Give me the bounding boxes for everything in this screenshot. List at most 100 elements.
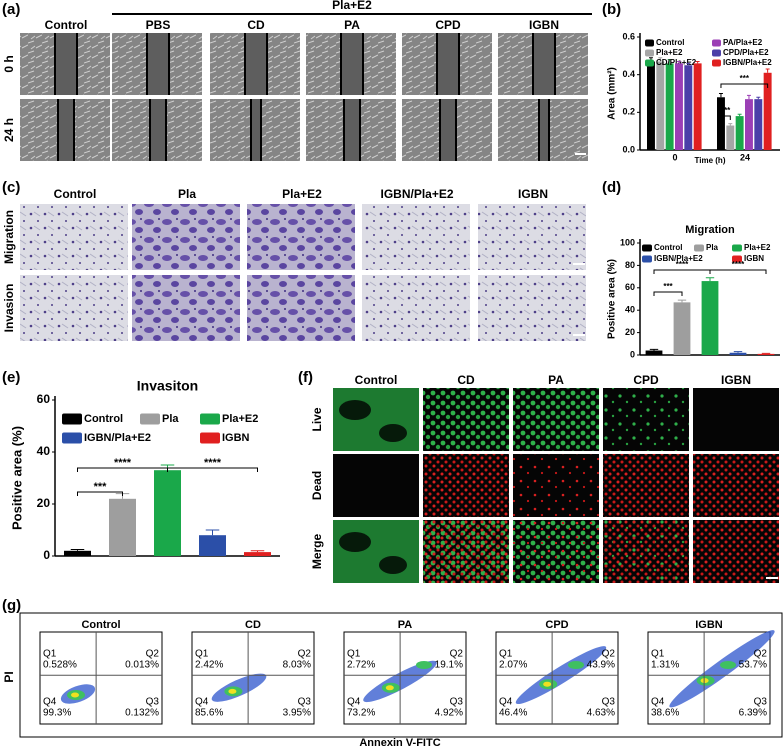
live-cells	[333, 388, 419, 451]
y-axis-title: PI	[2, 671, 16, 682]
legend-swatch	[712, 49, 721, 57]
wound-gap	[147, 33, 169, 95]
x-tick-label: 24	[740, 152, 750, 162]
micrograph	[478, 204, 586, 270]
column-header: CPD	[435, 18, 461, 32]
bar	[763, 72, 772, 150]
bar	[154, 470, 181, 556]
legend-swatch	[645, 39, 654, 47]
plot-title: CPD	[545, 619, 568, 631]
error-bar	[746, 94, 751, 100]
error-bar	[765, 68, 770, 73]
micrograph	[20, 275, 128, 341]
quadrant-percent: 1.31%	[651, 660, 679, 671]
y-tick-label: 100	[620, 237, 635, 247]
panel-label: (d)	[602, 179, 621, 196]
legend-label: Pla	[706, 243, 719, 252]
micrograph	[20, 204, 128, 270]
legend-label: Control	[654, 243, 682, 252]
micrograph	[478, 275, 586, 341]
micrograph	[362, 275, 470, 341]
quadrant-percent: 53.7%	[739, 660, 767, 671]
wound-gap	[533, 33, 555, 95]
bar	[717, 97, 725, 150]
significance-bracket	[167, 467, 258, 472]
stained-cells	[513, 388, 599, 451]
quadrant-percent: 0.132%	[125, 708, 159, 719]
void	[379, 424, 407, 442]
bar	[647, 61, 655, 150]
legend-swatch	[200, 432, 220, 444]
y-tick-label: 60	[625, 282, 635, 292]
significance-label: ***	[721, 106, 731, 115]
wound-gap	[437, 33, 459, 95]
bar	[675, 63, 683, 150]
quadrant-name: Q4	[43, 697, 57, 708]
bar	[109, 498, 136, 556]
quadrant-name: Q3	[754, 697, 768, 708]
legend-swatch	[712, 59, 721, 67]
legend-swatch	[642, 255, 652, 263]
quadrant-name: Q2	[602, 649, 616, 660]
quadrant-name: Q1	[499, 649, 513, 660]
plot-title: CD	[245, 619, 261, 631]
significance-label: ***	[663, 282, 673, 291]
legend-swatch	[732, 244, 742, 252]
row-header: Dead	[310, 471, 324, 500]
row-header: Migration	[2, 210, 16, 264]
micrograph	[247, 275, 355, 341]
y-axis-title: Positive area (%)	[9, 426, 24, 530]
event-peak	[543, 681, 552, 687]
quadrant-percent: 0.013%	[125, 660, 159, 671]
stained-cells	[513, 520, 599, 583]
quadrant-name: Q2	[146, 649, 160, 660]
significance-bracket	[653, 269, 711, 274]
wound-gap	[539, 99, 549, 161]
plot-title: PA	[398, 619, 413, 631]
row-header: 0 h	[2, 55, 16, 72]
micrograph	[132, 275, 240, 341]
bar	[64, 550, 91, 556]
x-tick-label: 0	[672, 152, 677, 162]
panel-label: (g)	[2, 597, 21, 614]
error-bar	[728, 123, 733, 126]
wound-gap	[55, 33, 77, 95]
event-density	[720, 661, 736, 669]
quadrant-percent: 2.72%	[347, 660, 375, 671]
quadrant-name: Q1	[195, 649, 209, 660]
panel-label: (b)	[602, 1, 621, 18]
bar	[684, 65, 693, 150]
chart-title: Invasiton	[137, 378, 198, 394]
wound-gap	[440, 99, 456, 161]
legend-label: Control	[84, 413, 123, 425]
significance-bracket	[720, 115, 731, 120]
event-peak	[228, 688, 237, 694]
error-bar	[705, 277, 715, 282]
quadrant-percent: 2.42%	[195, 660, 223, 671]
legend-swatch	[645, 49, 654, 57]
micrograph	[333, 454, 419, 517]
quadrant-percent: 43.9%	[587, 660, 615, 671]
stained-cells	[693, 454, 779, 517]
legend-label: Control	[656, 38, 684, 47]
y-axis-title: Positive area (%)	[607, 259, 618, 339]
bar	[693, 63, 702, 150]
quadrant-percent: 19.1%	[435, 660, 463, 671]
column-header: CD	[457, 373, 475, 387]
error-bar	[695, 60, 700, 64]
column-header: IGBN	[518, 187, 548, 201]
quadrant-percent: 3.95%	[283, 708, 311, 719]
bar	[244, 552, 271, 556]
error-bar	[686, 62, 691, 66]
y-tick-label: 0.6	[622, 31, 635, 41]
y-tick-label: 20	[625, 327, 635, 337]
event-density	[568, 661, 584, 669]
significance-bracket	[709, 269, 767, 274]
legend-label: Pla+E2	[744, 243, 771, 252]
quadrant-name: Q2	[450, 649, 464, 660]
error-bar	[649, 348, 659, 351]
error-bar	[658, 57, 663, 62]
row-header: Merge	[310, 534, 324, 570]
column-header: IGBN	[721, 373, 751, 387]
